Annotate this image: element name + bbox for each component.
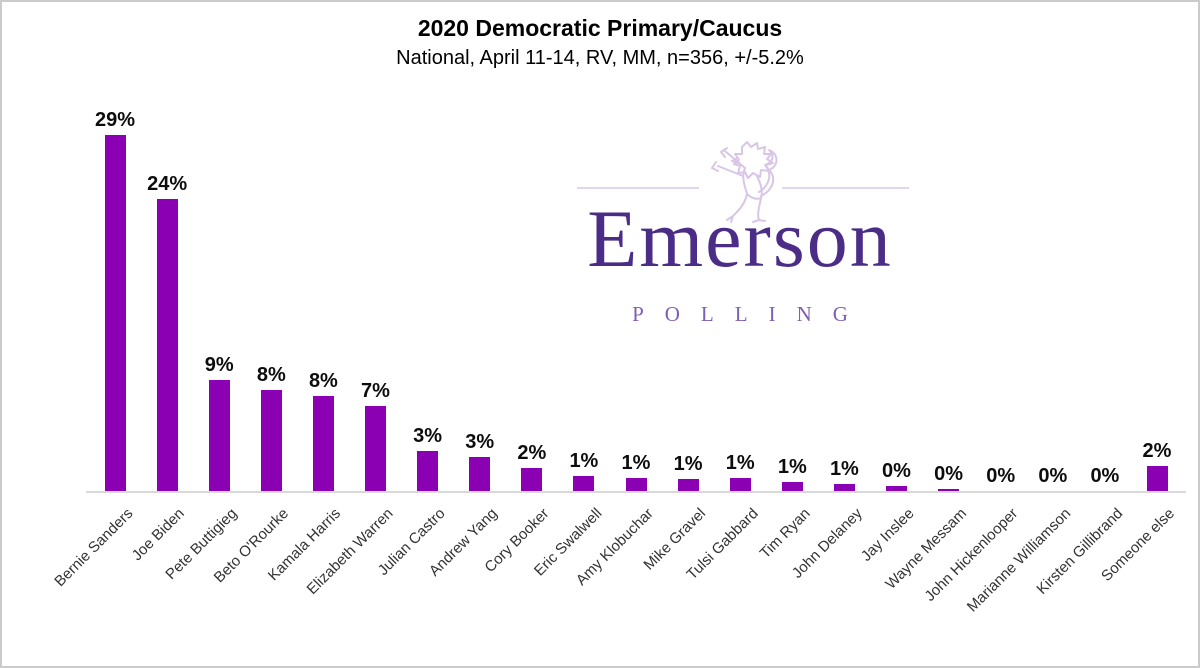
bar-value-label: 1% <box>829 458 859 480</box>
bar <box>417 451 439 491</box>
bar-value-label: 1% <box>621 452 651 474</box>
bar-value-label: 8% <box>256 364 286 386</box>
bar-value-label: 0% <box>1038 465 1068 487</box>
bar-value-label: 2% <box>1142 440 1172 462</box>
bar <box>938 489 960 491</box>
bar <box>469 457 491 491</box>
category-label: Bernie Sanders <box>50 505 137 591</box>
bar-value-label: 1% <box>725 452 755 474</box>
bar <box>1146 466 1168 491</box>
bar <box>312 396 334 491</box>
bar <box>208 380 230 491</box>
bar-value-label: 24% <box>147 173 188 195</box>
chart-subtitle: National, April 11-14, RV, MM, n=356, +/… <box>396 47 804 69</box>
logo-tagline-text: POLLING <box>632 302 869 326</box>
bar <box>729 478 751 491</box>
bar <box>260 390 282 491</box>
bar-value-label: 8% <box>308 370 338 392</box>
bar-value-label: 7% <box>361 380 390 402</box>
logo-rule-left <box>577 187 699 189</box>
bar-value-label: 0% <box>934 463 964 485</box>
bar <box>156 199 178 491</box>
bar <box>365 406 386 491</box>
bar-value-label: 9% <box>204 354 234 376</box>
bar <box>781 482 803 491</box>
bar <box>833 484 855 491</box>
x-axis-line <box>86 491 1186 493</box>
logo-rule-right <box>782 187 909 189</box>
bar-value-label: 3% <box>413 425 443 447</box>
bar-value-label: 0% <box>986 465 1016 487</box>
bar <box>886 486 907 491</box>
bar <box>677 479 699 491</box>
bar <box>521 468 543 491</box>
bar-value-label: 1% <box>673 453 703 475</box>
bar <box>104 135 126 491</box>
bar-value-label: 0% <box>1090 465 1120 487</box>
bar-value-label: 29% <box>94 109 136 131</box>
bar-value-label: 2% <box>517 442 547 464</box>
logo-brand-text: Emerson <box>587 193 893 284</box>
bar-value-label: 0% <box>882 460 911 482</box>
chart-title: 2020 Democratic Primary/Caucus <box>417 15 783 41</box>
bar-value-label: 1% <box>777 456 807 478</box>
emerson-polling-logo: Emerson POLLING <box>562 132 918 337</box>
lion-rampant-icon <box>711 141 778 223</box>
bar <box>625 478 647 491</box>
bar-value-label: 1% <box>569 450 599 472</box>
bar <box>573 476 595 491</box>
category-label: John Hickenlooper <box>921 505 1022 605</box>
bar-value-label: 3% <box>465 431 495 453</box>
